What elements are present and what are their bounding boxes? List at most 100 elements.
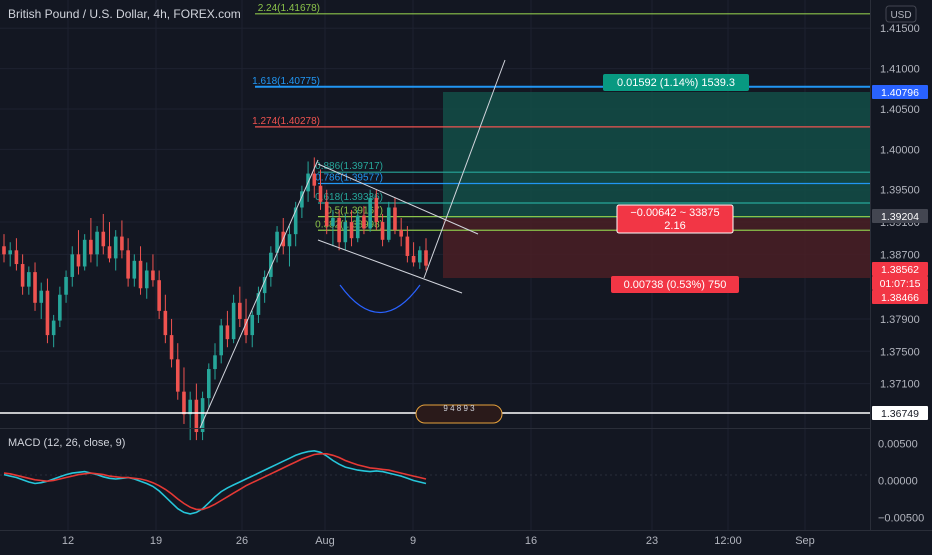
price-badge-label-5: 1.36749 [881, 408, 919, 420]
profit-label: 0.01592 (1.14%) 1539.3 [603, 74, 749, 91]
entry-label: −0.00642 ~ 33875 2.16 [616, 204, 734, 234]
time-labels: 12 19 26 Aug 9 16 23 12:00 Sep [62, 535, 815, 547]
economic-events[interactable]: 9 4 8 9 3 [415, 404, 503, 424]
candle-18 [113, 230, 118, 271]
price-tick-4: 1.39500 [880, 185, 920, 197]
candle-59 [368, 189, 372, 232]
currency-button[interactable]: USD [885, 5, 917, 23]
candle-67 [417, 246, 422, 269]
time-label-5: 16 [525, 535, 537, 547]
candle-41 [256, 286, 261, 323]
price-badge-1: 1.39204 [872, 209, 928, 223]
candle-1 [8, 242, 13, 267]
candle-15 [95, 226, 99, 267]
time-label-7: 12:00 [714, 535, 742, 547]
candle-16 [101, 213, 106, 255]
candle-28 [175, 343, 180, 400]
candle-26 [163, 294, 168, 344]
time-label-2: 26 [236, 535, 248, 547]
profit-label-text: 0.01592 (1.14%) 1539.3 [617, 77, 735, 89]
candle-38 [238, 286, 242, 328]
candle-40 [250, 310, 255, 348]
candle-27 [169, 318, 174, 368]
time-axis[interactable] [0, 530, 932, 550]
price-badge-5: 1.36749 [872, 406, 928, 420]
candle-9 [58, 286, 62, 328]
price-badge-label-3: 01:07:15 [880, 278, 921, 290]
candle-4 [27, 266, 31, 295]
price-tick-9: 1.37100 [880, 379, 920, 391]
candle-44 [275, 226, 279, 263]
price-tick-3: 1.40000 [880, 144, 920, 156]
candle-17 [107, 222, 112, 263]
candle-51 [318, 169, 323, 210]
candle-54 [337, 209, 341, 251]
price-badge-0: 1.40796 [872, 85, 928, 99]
price-tick-8: 1.37500 [880, 346, 920, 358]
price-badge-label-4: 1.38466 [881, 292, 919, 304]
candle-58 [362, 205, 366, 235]
candle-37 [231, 294, 236, 344]
loss-label-text: 0.00738 (0.53%) 750 [624, 279, 727, 291]
time-label-3: Aug [315, 535, 335, 547]
candle-14 [89, 218, 93, 263]
profit-zone[interactable] [443, 92, 870, 218]
price-badge-label-1: 1.39204 [881, 211, 919, 223]
entry-label-line2: 2.16 [664, 220, 685, 232]
candle-57 [355, 209, 360, 243]
candle-24 [151, 254, 155, 287]
candle-68 [424, 238, 428, 271]
candle-55 [343, 213, 348, 251]
price-tick-6: 1.38700 [880, 249, 920, 261]
fib-label-5: 0.618(1.39336) [315, 192, 383, 203]
candle-52 [324, 189, 329, 235]
macd-series-1 [3, 452, 427, 511]
fibonacci-extension[interactable]: 2.24(1.41678) 1.618(1.40775) 1.274(1.40278… [252, 3, 870, 231]
trend-line-up[interactable] [199, 159, 319, 429]
candle-48 [300, 185, 304, 218]
currency-label: USD [890, 10, 911, 21]
candle-2 [14, 238, 19, 271]
channel-upper-line[interactable] [317, 163, 479, 235]
candle-21 [132, 254, 137, 287]
price-badge-4: 1.38466 [872, 290, 928, 304]
fib-label-1: 1.618(1.40775) [252, 76, 320, 87]
price-badge-label-0: 1.40796 [881, 87, 919, 99]
price-tick-0: 1.41500 [880, 23, 920, 35]
candle-46 [287, 226, 292, 267]
candle-25 [157, 270, 161, 319]
candle-7 [45, 278, 50, 344]
candle-12 [76, 230, 81, 275]
entry-label-line1: −0.00642 ~ 33875 [630, 207, 719, 219]
macd-label: MACD (12, 26, close, 9) [8, 437, 125, 449]
price-badge-2: 1.38562 [872, 262, 928, 276]
time-label-1: 19 [150, 535, 162, 547]
events-label: 9 4 8 9 3 [443, 404, 475, 413]
candle-34 [213, 343, 217, 380]
cup-arc[interactable] [339, 284, 421, 313]
price-badge-label-2: 1.38562 [881, 264, 919, 276]
macd-tick-1: 0.00000 [878, 476, 918, 488]
price-badge-3: 01:07:15 [872, 276, 928, 290]
breakout-line[interactable] [423, 59, 506, 279]
candle-32 [200, 391, 205, 441]
candle-62 [386, 201, 391, 243]
candle-29 [182, 367, 186, 424]
candle-3 [20, 254, 25, 295]
time-label-0: 12 [62, 535, 74, 547]
candle-65 [405, 226, 410, 263]
candle-35 [219, 318, 224, 364]
candle-13 [82, 234, 87, 271]
macd-lines [3, 449, 427, 515]
macd-ticks: 0.00500 0.00000 −0.00500 [878, 438, 924, 524]
fib-label-7: 0.382(1.38998) [315, 219, 383, 230]
candle-66 [411, 242, 416, 267]
candle-6 [39, 282, 44, 319]
fib-label-2: 1.274(1.40278) [252, 116, 320, 127]
candle-61 [380, 213, 385, 247]
time-label-4: 9 [410, 535, 416, 547]
macd-tick-2: −0.00500 [878, 513, 924, 525]
candle-33 [206, 363, 211, 408]
channel-lower-line[interactable] [317, 239, 463, 294]
